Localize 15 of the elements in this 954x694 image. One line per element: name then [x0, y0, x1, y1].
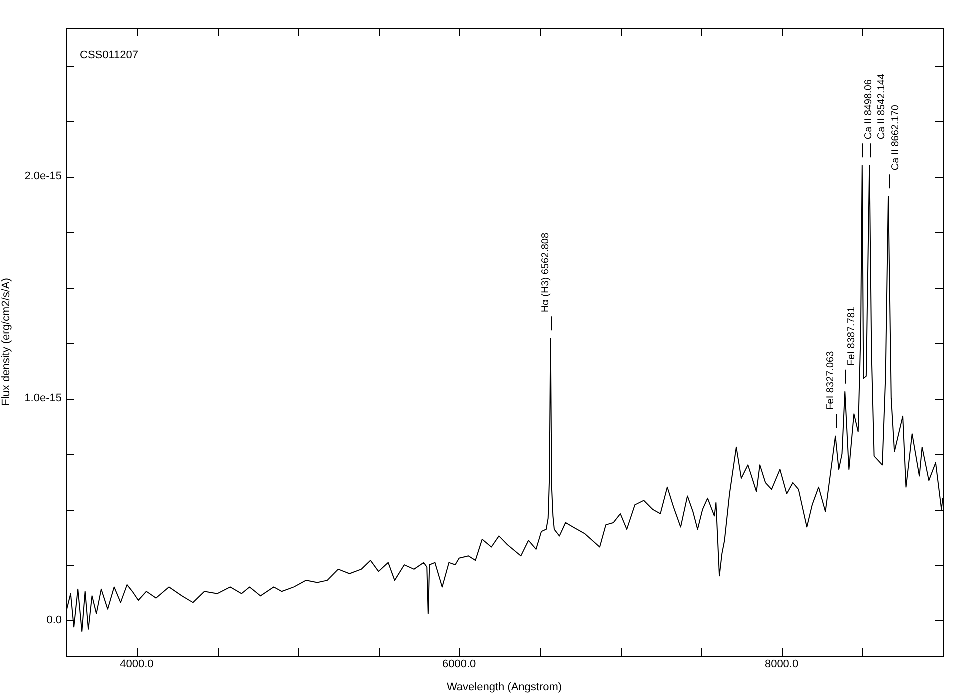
- annotation: CSS011207: [80, 50, 139, 62]
- annotation: Ca II 8498.06: [863, 79, 874, 140]
- annotation: Ca II 8662.170: [890, 104, 902, 171]
- x-tick-label: 6000.0: [442, 658, 476, 671]
- annotation: Ca II 8542.144: [876, 74, 888, 140]
- x-tick-label: 8000.0: [764, 658, 799, 671]
- annotation: FeI 8327.063: [825, 350, 836, 410]
- y-tick-label: 0.0: [46, 614, 62, 627]
- annotation: Hα (H3) 6562.808: [540, 232, 552, 313]
- x-axis-title: Wavelength (Angstrom): [446, 681, 562, 694]
- annotation: FeI 8387.781: [846, 306, 858, 366]
- y-axis-title: Flux density (erg/cm2/s/A): [0, 278, 13, 406]
- y-tick-label: 1.0e-15: [24, 392, 62, 405]
- y-tick-label: 2.0e-15: [24, 170, 62, 183]
- x-tick-label: 4000.0: [120, 658, 154, 671]
